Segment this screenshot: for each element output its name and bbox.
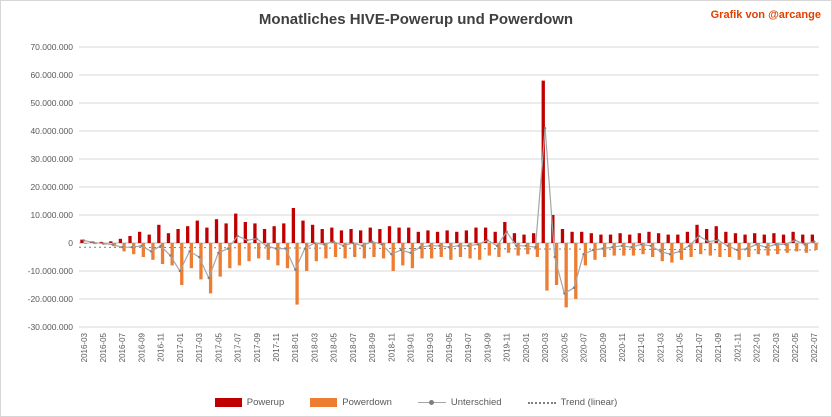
x-axis-label: 2016-09	[137, 332, 146, 362]
chart-credit: Grafik von @arcange	[710, 9, 821, 21]
powerdown-bars	[84, 243, 818, 308]
y-axis-label: -30.000.000	[28, 322, 74, 332]
y-axis-label: -20.000.000	[28, 294, 74, 304]
x-axis-label: 2020-01	[522, 332, 531, 362]
x-axis-labels: 2016-03 2016-05 2016-07 2016-09 2016-11 2017-…	[80, 332, 819, 362]
legend: Powerup Powerdown Unterschied Trend (lin…	[1, 397, 831, 408]
x-axis-label: 2018-09	[368, 332, 377, 362]
x-axis-label: 2019-01	[407, 332, 416, 362]
x-axis-label: 2020-11	[618, 332, 627, 361]
legend-item-trend: Trend (linear)	[527, 397, 618, 408]
x-axis-label: 2019-09	[483, 332, 492, 362]
x-axis-label: 2020-05	[560, 332, 569, 362]
x-axis-label: 2021-09	[714, 332, 723, 362]
y-axis-label: -10.000.000	[28, 266, 74, 276]
x-axis-label: 2021-03	[656, 332, 665, 362]
y-axis-label: 10.000.000	[30, 210, 73, 220]
x-axis-label: 2018-03	[310, 332, 319, 362]
legend-item-powerup: Powerup	[214, 397, 285, 408]
x-axis-label: 2018-11	[387, 332, 396, 361]
legend-swatch-trend-line	[527, 401, 556, 404]
y-axis-label: 0	[68, 238, 73, 248]
y-axis-label: 70.000.000	[30, 42, 73, 52]
x-axis-label: 2016-03	[80, 332, 89, 362]
y-axis-label: 50.000.000	[30, 98, 73, 108]
x-axis-label: 2017-03	[195, 332, 204, 362]
x-axis-label: 2021-01	[637, 332, 646, 362]
x-axis-label: 2019-11	[503, 332, 512, 361]
x-axis-label: 2018-07	[349, 332, 358, 362]
y-axis-label: 40.000.000	[30, 126, 73, 136]
gridlines: 70.000.000 60.000.000 50.000.000 40.000.000…	[28, 42, 819, 332]
x-axis-label: 2021-07	[695, 332, 704, 362]
x-axis-label: 2021-05	[676, 332, 685, 362]
legend-label-trend: Trend (linear)	[560, 397, 618, 408]
x-axis-label: 2017-01	[176, 332, 185, 362]
x-axis-label: 2017-11	[272, 332, 281, 361]
legend-swatch-powerdown	[310, 398, 338, 407]
unterschied-line	[82, 127, 816, 295]
x-axis-label: 2016-07	[118, 332, 127, 362]
x-axis-label: 2017-07	[234, 332, 243, 362]
x-axis-label: 2019-07	[464, 332, 473, 362]
legend-swatch-powerup	[214, 398, 242, 407]
legend-label-unterschied: Unterschied	[450, 397, 502, 408]
x-axis-label: 2022-05	[791, 332, 800, 362]
x-axis-label: 2021-11	[733, 332, 742, 361]
x-axis-label: 2016-05	[99, 332, 108, 362]
legend-label-powerup: Powerup	[246, 397, 285, 408]
x-axis-label: 2022-07	[810, 332, 819, 362]
y-axis-label: 60.000.000	[30, 70, 73, 80]
legend-item-unterschied: Unterschied	[417, 397, 502, 408]
powerup-bars	[80, 80, 814, 243]
legend-label-powerdown: Powerdown	[342, 397, 392, 408]
x-axis-label: 2019-05	[445, 332, 454, 362]
x-axis-label: 2017-05	[214, 332, 223, 362]
x-axis-label: 2020-09	[599, 332, 608, 362]
x-axis-label: 2018-01	[291, 332, 300, 362]
legend-swatch-unterschied-line	[417, 399, 446, 405]
x-axis-label: 2022-01	[753, 332, 762, 362]
x-axis-label: 2018-05	[330, 332, 339, 362]
legend-item-powerdown: Powerdown	[310, 397, 392, 408]
x-axis-label: 2016-11	[157, 332, 166, 361]
y-axis-label: 30.000.000	[30, 154, 73, 164]
x-axis-label: 2020-03	[541, 332, 550, 362]
x-axis-label: 2017-09	[253, 332, 262, 362]
x-axis-label: 2020-07	[580, 332, 589, 362]
x-axis-label: 2022-03	[772, 332, 781, 362]
x-axis-label: 2019-03	[426, 332, 435, 362]
trend-line	[78, 246, 820, 251]
chart-title: Monatliches HIVE-Powerup und Powerdown	[258, 11, 574, 28]
y-axis-label: 20.000.000	[30, 182, 73, 192]
